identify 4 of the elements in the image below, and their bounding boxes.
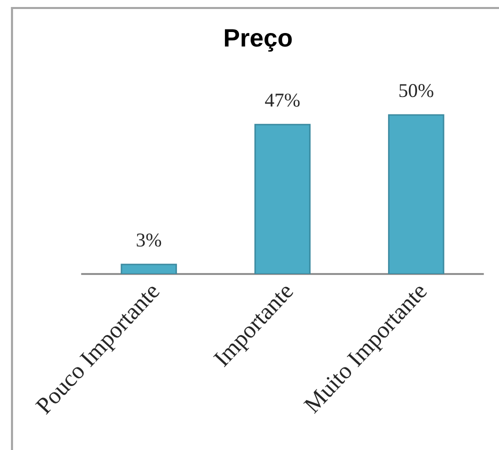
- data-label: 47%: [265, 94, 300, 107]
- data-label: 50%: [399, 84, 434, 98]
- data-label: 3%: [136, 234, 162, 247]
- chart-title: Preço: [224, 29, 292, 52]
